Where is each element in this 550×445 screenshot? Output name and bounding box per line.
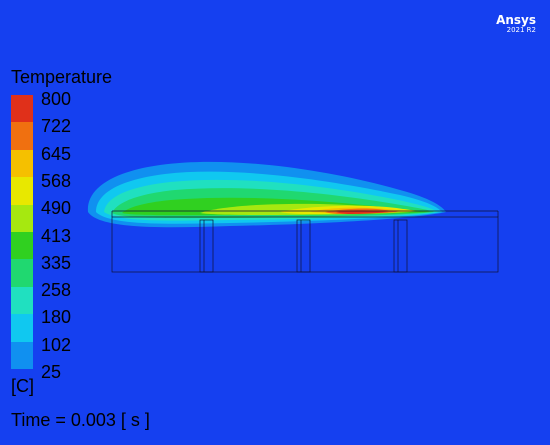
legend-value-label: 568: [41, 170, 72, 191]
legend-swatch: [11, 149, 33, 178]
legend-swatch: [11, 314, 33, 342]
ansys-logo: Ansys 2021 R2: [496, 14, 536, 35]
legend-value-label: 722: [41, 116, 72, 137]
legend-value-label: 335: [41, 252, 72, 273]
legend-value-label: 25: [41, 362, 62, 382]
legend-title: Temperature: [11, 67, 113, 87]
channel-3: [393, 219, 408, 273]
geometry-outline: [111, 210, 499, 273]
legend-swatch: [11, 341, 33, 370]
legend-value-label: 102: [41, 334, 72, 355]
legend-color-bar: [11, 95, 33, 370]
channel-1: [199, 219, 214, 273]
legend-unit: [C]: [11, 376, 35, 396]
legend-swatch: [11, 122, 33, 150]
legend-value-label: 413: [41, 225, 72, 246]
legend-value-label: 645: [41, 143, 72, 164]
legend-swatch: [11, 177, 33, 205]
legend-swatch: [11, 286, 33, 315]
legend-value-label: 800: [41, 89, 72, 109]
legend-swatch: [11, 204, 33, 233]
time-readout: Time = 0.003 [ s ]: [11, 410, 150, 430]
legend-swatch: [11, 95, 33, 123]
legend-swatch: [11, 232, 33, 260]
legend-swatch: [11, 259, 33, 287]
brand-name: Ansys: [496, 13, 536, 27]
legend-value-label: 490: [41, 198, 72, 219]
legend-value-label: 180: [41, 307, 72, 328]
channel-2: [296, 219, 311, 273]
legend-value-label: 258: [41, 280, 72, 301]
brand-version: 2021 R2: [506, 26, 536, 34]
